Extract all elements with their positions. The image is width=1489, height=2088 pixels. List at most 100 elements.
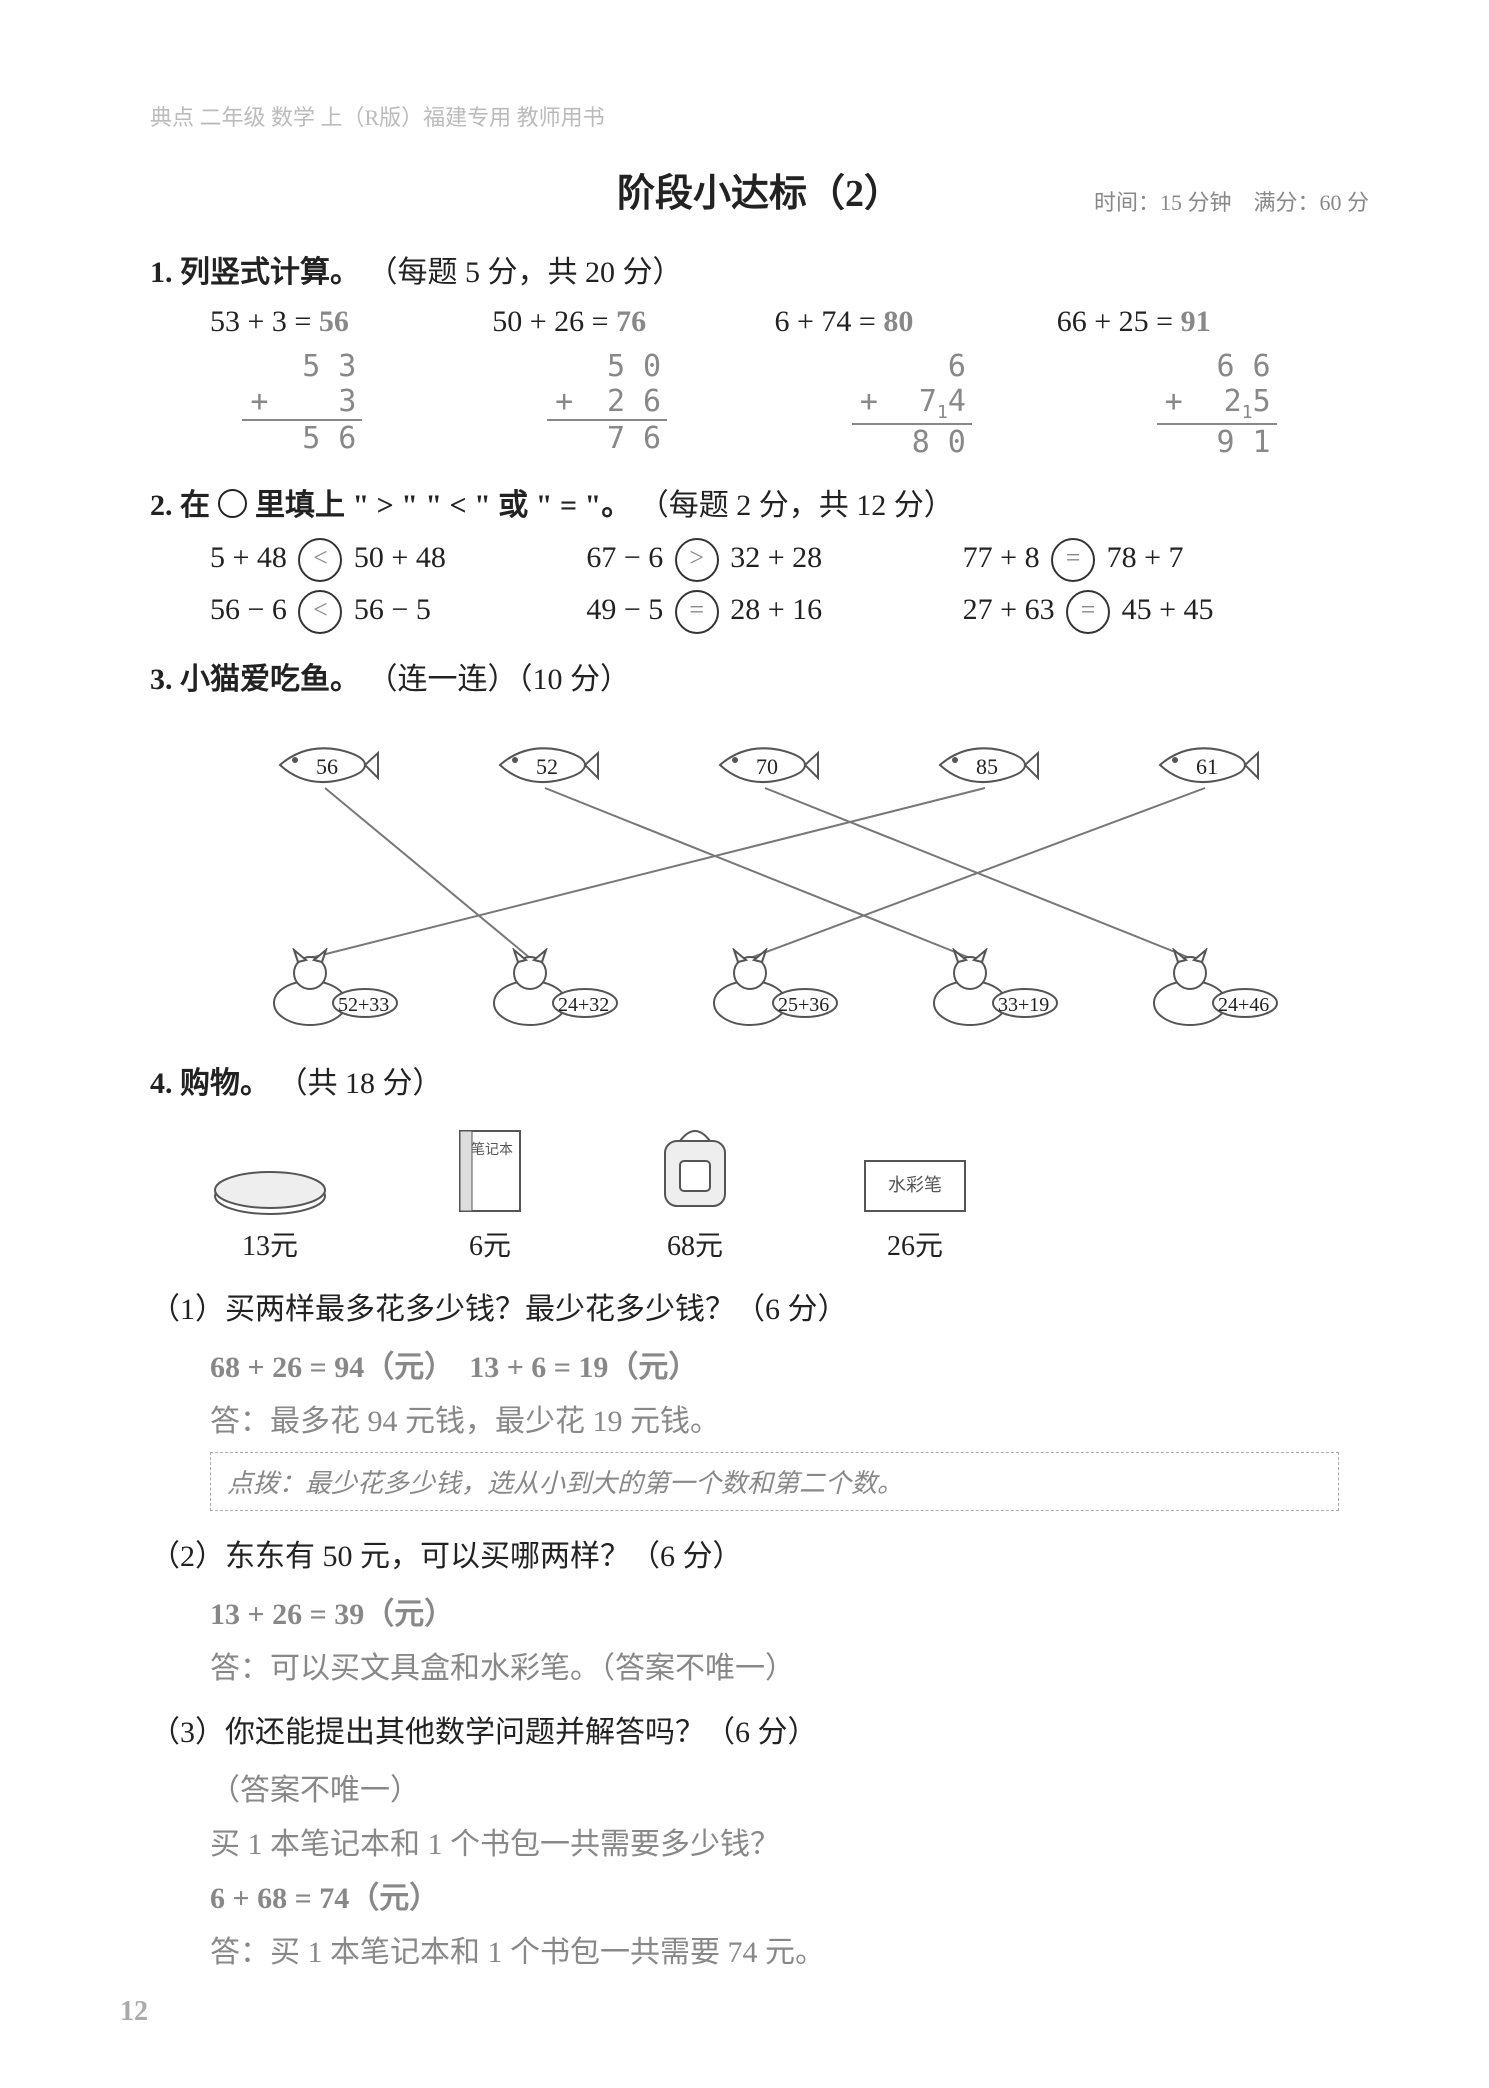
q2-1-0-r: 56 − 5 — [354, 593, 431, 626]
vcalc-1-sum: 7 6 — [547, 421, 667, 456]
q2-1-1-s: = — [675, 590, 719, 634]
cat-2: 25+36 — [710, 948, 840, 1028]
q2-0-2-r: 78 + 7 — [1107, 541, 1184, 574]
q2-row-0: 5 + 48 < 50 + 48 67 − 6 > 32 + 28 77 + 8… — [210, 538, 1339, 582]
q4-sub3-ans: 答：买 1 本笔记本和 1 个书包一共需要 74 元。 — [210, 1927, 1369, 1971]
q2-1-1-r: 28 + 16 — [730, 593, 822, 626]
fish-label-4: 61 — [1196, 754, 1218, 780]
q4-price-3: 26元 — [860, 1224, 970, 1264]
q4-sub2-q: （2）东东有 50 元，可以买哪两样？（6 分） — [150, 1531, 1369, 1575]
cat-label-4: 24+46 — [1218, 994, 1269, 1017]
q1-ans-3: 91 — [1181, 305, 1211, 338]
q2-0-1-l: 67 − 6 — [586, 541, 663, 574]
q4-sub2-ans: 答：可以买文具盒和水彩笔。（答案不唯一） — [210, 1643, 1369, 1687]
q2-bold: 2. 在 ◯ 里填上 " > " " < " 或 " = "。 — [150, 489, 631, 522]
q2-0-1-r: 32 + 28 — [730, 541, 822, 574]
q2-0-0-s: < — [298, 538, 342, 582]
q1-expr-2: 6 + 74 = — [775, 305, 876, 338]
q4-price-2: 68元 — [650, 1224, 740, 1264]
vcalc-1-top: 5 0 — [547, 349, 667, 384]
q2-prompt: 2. 在 ◯ 里填上 " > " " < " 或 " = "。 （每题 2 分，… — [150, 480, 1369, 524]
q4-price-1: 6元 — [450, 1224, 530, 1264]
q4-sub3-note: （答案不唯一） — [210, 1765, 1369, 1809]
q4-sub2-calc: 13 + 26 = 39（元） — [210, 1589, 1369, 1633]
q4-sub1-q: （1）买两样最多花多少钱？最少花多少钱？（6 分） — [150, 1284, 1369, 1328]
q4-sub3-q: （3）你还能提出其他数学问题并解答吗？（6 分） — [150, 1707, 1369, 1751]
q2-row-1: 56 − 6 < 56 − 5 49 − 5 = 28 + 16 27 + 63… — [210, 590, 1339, 634]
q1-bold: 1. 列竖式计算。 — [150, 256, 360, 289]
fish-3: 85 — [930, 738, 1040, 793]
fish-label-3: 85 — [976, 754, 998, 780]
q3-paren: （连一连）（10 分） — [368, 663, 631, 696]
q2-1-1-l: 49 − 5 — [586, 593, 663, 626]
cat-4: 24+46 — [1150, 948, 1280, 1028]
fish-0: 56 — [270, 738, 380, 793]
vcalc-2-add: 714 — [919, 384, 966, 419]
q2-0-0-l: 5 + 48 — [210, 541, 287, 574]
q4-items: 13元 笔记本 6元 68元 水彩笔 26元 — [210, 1116, 1369, 1264]
q4-item-pencilcase: 13元 — [210, 1156, 330, 1264]
q4-paren: （共 18 分） — [278, 1067, 443, 1100]
q2-0-2-s: = — [1051, 538, 1095, 582]
q3-prompt: 3. 小猫爱吃鱼。 （连一连）（10 分） — [150, 654, 1369, 698]
vcalc-0-top: 5 3 — [242, 349, 362, 384]
fish-label-0: 56 — [316, 754, 338, 780]
cat-1: 24+32 — [490, 948, 620, 1028]
page-number: 12 — [120, 1996, 148, 2028]
q4-sub1-hint: 点拨：最少花多少钱，选从小到大的第一个数和第二个数。 — [210, 1452, 1339, 1511]
vcalc-0: 5 3 +3 5 6 — [242, 349, 362, 460]
q1-ans-2: 80 — [883, 305, 913, 338]
q4-sub1-ans: 答：最多花 94 元钱，最少花 19 元钱。 — [210, 1396, 1369, 1440]
page-header: 典点 二年级 数学 上（R版）福建专用 教师用书 — [150, 100, 1369, 132]
q1-expr-1: 50 + 26 = — [492, 305, 608, 338]
pencilcase-icon — [210, 1156, 330, 1216]
q4-bold: 4. 购物。 — [150, 1067, 270, 1100]
fish-2: 70 — [710, 738, 820, 793]
q1-paren: （每题 5 分，共 20 分） — [368, 256, 683, 289]
fish-label-2: 70 — [756, 754, 778, 780]
q3-bold: 3. 小猫爱吃鱼。 — [150, 663, 360, 696]
fish-1: 52 — [490, 738, 600, 793]
notebook-icon: 笔记本 — [450, 1126, 530, 1216]
crayons-icon: 水彩笔 — [860, 1146, 970, 1216]
vcalc-1: 5 0 +2 6 7 6 — [547, 349, 667, 460]
svg-text:笔记本: 笔记本 — [471, 1142, 513, 1158]
q1-expr-3: 66 + 25 = — [1057, 305, 1173, 338]
q2-0-2-l: 77 + 8 — [963, 541, 1040, 574]
q1-ans-0: 56 — [319, 305, 349, 338]
q2-1-2-r: 45 + 45 — [1122, 593, 1214, 626]
cat-label-2: 25+36 — [778, 994, 829, 1017]
q2-1-2-s: = — [1066, 590, 1110, 634]
backpack-icon — [650, 1116, 740, 1216]
vcalc-1-add: 2 6 — [607, 384, 661, 419]
q1-vertical-row: 5 3 +3 5 6 5 0 +2 6 7 6 6 +714 8 0 6 6 +… — [150, 349, 1369, 460]
q4-item-notebook: 笔记本 6元 — [450, 1126, 530, 1264]
q1-expr-row: 53 + 3 = 56 50 + 26 = 76 6 + 74 = 80 66 … — [210, 305, 1339, 339]
q4-price-0: 13元 — [210, 1224, 330, 1264]
cat-label-0: 52+33 — [338, 994, 389, 1017]
q1-prompt: 1. 列竖式计算。 （每题 5 分，共 20 分） — [150, 247, 1369, 291]
q4-item-backpack: 68元 — [650, 1116, 740, 1264]
q1-ans-1: 76 — [616, 305, 646, 338]
q2-0-0-r: 50 + 48 — [354, 541, 446, 574]
q3-area: 56 52 70 85 61 52+33 24+32 25+36 33+19 24+46 — [210, 718, 1339, 1038]
fish-label-1: 52 — [536, 754, 558, 780]
vcalc-3: 6 6 +215 9 1 — [1157, 349, 1277, 460]
vcalc-3-sum: 9 1 — [1157, 425, 1277, 460]
cat-label-3: 33+19 — [998, 994, 1049, 1017]
cat-label-1: 24+32 — [558, 994, 609, 1017]
vcalc-0-sum: 5 6 — [242, 421, 362, 456]
svg-text:水彩笔: 水彩笔 — [888, 1175, 942, 1195]
cat-0: 52+33 — [270, 948, 400, 1028]
q2-paren: （每题 2 分，共 12 分） — [639, 489, 954, 522]
q4-sub3-example: 买 1 本笔记本和 1 个书包一共需要多少钱？ — [210, 1819, 1369, 1863]
q2-1-0-s: < — [298, 590, 342, 634]
q4-item-crayons: 水彩笔 26元 — [860, 1146, 970, 1264]
q4-sub1-calc: 68 + 26 = 94（元） 13 + 6 = 19（元） — [210, 1342, 1369, 1386]
q2-1-2-l: 27 + 63 — [963, 593, 1055, 626]
q1-expr-0: 53 + 3 = — [210, 305, 311, 338]
vcalc-2-sum: 8 0 — [852, 425, 972, 460]
q2-1-0-l: 56 − 6 — [210, 593, 287, 626]
fish-4: 61 — [1150, 738, 1260, 793]
q2-0-1-s: > — [675, 538, 719, 582]
